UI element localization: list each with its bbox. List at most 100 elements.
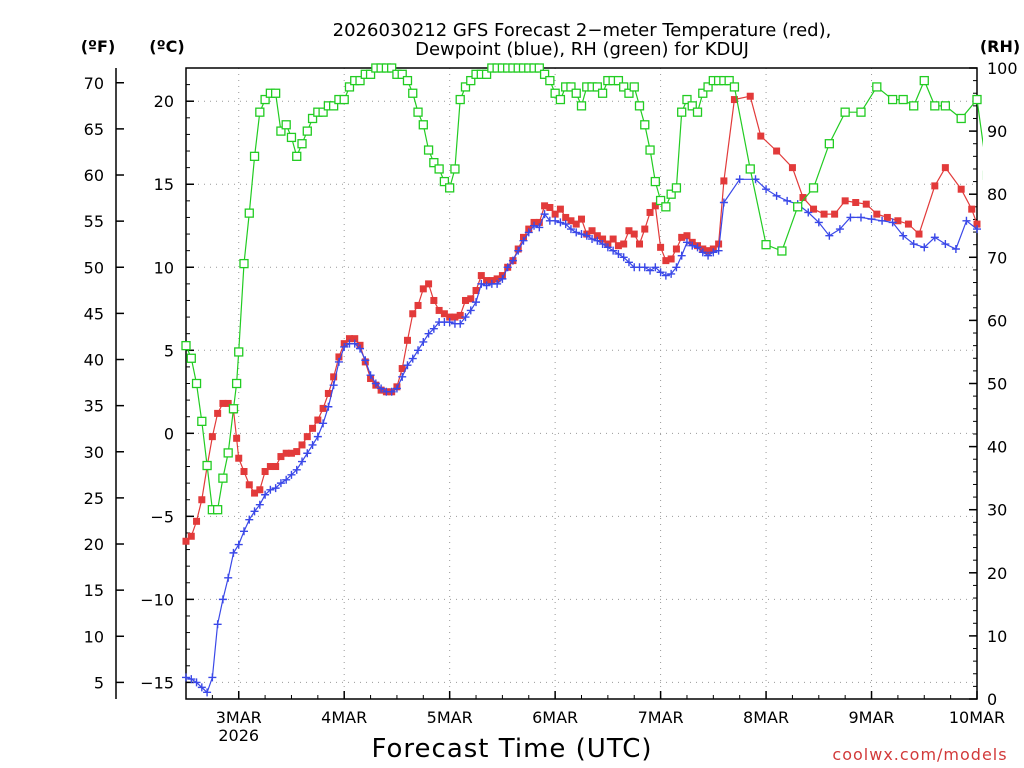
rh-point: [455, 94, 465, 105]
rh-tick-label: 100: [987, 59, 1018, 78]
temperature-point: [493, 275, 501, 283]
credit-link[interactable]: coolwx.com/models: [832, 745, 1007, 764]
dewpoint-point: [282, 475, 291, 484]
temperature-point: [704, 247, 712, 255]
dewpoint-point: [255, 500, 264, 509]
rh-point: [286, 132, 297, 143]
rh-point: [677, 107, 687, 117]
dewpoint-point: [814, 218, 823, 227]
rh-point: [231, 378, 242, 389]
rh-tick-label: 40: [987, 438, 1007, 457]
rh-point: [186, 353, 196, 363]
temperature-point: [266, 463, 274, 471]
temperature-point: [614, 242, 622, 250]
series-dewpoint: [182, 175, 981, 697]
rh-point: [434, 164, 444, 174]
dewpoint-line: [185, 178, 978, 694]
dewpoint-point: [356, 344, 365, 353]
x-tick-label: 4MAR: [321, 708, 367, 727]
temperature-point: [324, 389, 332, 397]
rh-point: [687, 101, 697, 111]
fahrenheit-tick-label: 40: [84, 351, 104, 370]
rh-point: [729, 82, 740, 92]
rh-point: [408, 88, 418, 98]
dewpoint-point: [973, 225, 981, 234]
dewpoint-point: [392, 384, 401, 393]
celsius-tick-label: 10: [154, 258, 174, 277]
rh-tick-label: 70: [987, 248, 1007, 267]
rh-point: [228, 404, 239, 414]
series-rh: [181, 63, 1013, 515]
rh-point: [777, 246, 787, 256]
rh-point: [645, 145, 655, 155]
dewpoint-point: [698, 248, 707, 257]
temperature-point: [330, 373, 338, 381]
dewpoint-point: [672, 263, 681, 272]
temperature-point: [345, 335, 353, 343]
x-tick-label: 9MAR: [849, 708, 895, 727]
rh-point: [255, 107, 265, 117]
rh-tick-label: 0: [987, 690, 997, 709]
temperature-point: [567, 217, 575, 225]
temperature-point: [678, 233, 686, 241]
rh-point: [1005, 159, 1013, 167]
fahrenheit-tick-label: 5: [94, 673, 104, 692]
rh-point: [202, 460, 212, 471]
rh-point: [571, 88, 581, 98]
dewpoint-point: [234, 540, 243, 549]
dewpoint-point: [503, 263, 512, 272]
rh-point: [439, 176, 450, 187]
dewpoint-point: [551, 216, 560, 225]
celsius-tick-label: −10: [140, 590, 174, 609]
rh-point: [761, 240, 771, 250]
dewpoint-point: [403, 361, 412, 370]
rh-point: [619, 82, 629, 92]
celsius-tick-label: −5: [150, 507, 174, 526]
rh-point: [745, 164, 755, 174]
dewpoint-point: [482, 281, 491, 290]
x-tick-label: 7MAR: [638, 708, 684, 727]
dewpoint-point: [682, 238, 691, 247]
temperature-point: [335, 353, 343, 361]
temperature-point: [730, 96, 738, 104]
dewpoint-point: [313, 432, 322, 441]
rh-point: [661, 202, 671, 212]
data-series: [181, 63, 1013, 697]
rh-point: [339, 94, 349, 105]
dewpoint-point: [598, 240, 607, 249]
dewpoint-point: [783, 196, 792, 205]
rh-point: [898, 94, 908, 105]
temperature-point: [941, 164, 949, 172]
fahrenheit-unit-label: (ºF): [81, 37, 116, 56]
rh-tick-label: 50: [987, 375, 1007, 394]
temperature-point: [773, 147, 781, 155]
temperature-point: [314, 416, 322, 424]
temperature-point: [672, 245, 680, 253]
dewpoint-point: [867, 215, 876, 224]
temperature-point: [240, 468, 248, 476]
dewpoint-point: [640, 263, 649, 272]
temperature-point: [319, 404, 327, 412]
rh-tick-label: 60: [987, 311, 1007, 330]
dewpoint-point: [899, 231, 908, 240]
dewpoint-point: [298, 457, 307, 466]
rh-point: [191, 378, 202, 389]
dewpoint-point: [192, 678, 201, 687]
temperature-point: [277, 453, 285, 461]
rh-point: [318, 107, 328, 117]
temperature-point: [593, 232, 601, 240]
temperature-point: [651, 202, 659, 210]
temperature-point: [810, 205, 818, 213]
dewpoint-point: [429, 324, 438, 333]
dewpoint-point: [266, 485, 275, 494]
dewpoint-point: [762, 185, 771, 194]
celsius-tick-label: 5: [164, 341, 174, 360]
fahrenheit-tick-label: 65: [84, 120, 104, 139]
dewpoint-point: [514, 246, 523, 255]
rh-point: [919, 75, 929, 86]
dewpoint-point: [224, 573, 233, 582]
rh-point: [292, 151, 302, 161]
dewpoint-point: [714, 246, 723, 255]
dewpoint-point: [361, 356, 370, 365]
rh-point: [302, 126, 312, 136]
